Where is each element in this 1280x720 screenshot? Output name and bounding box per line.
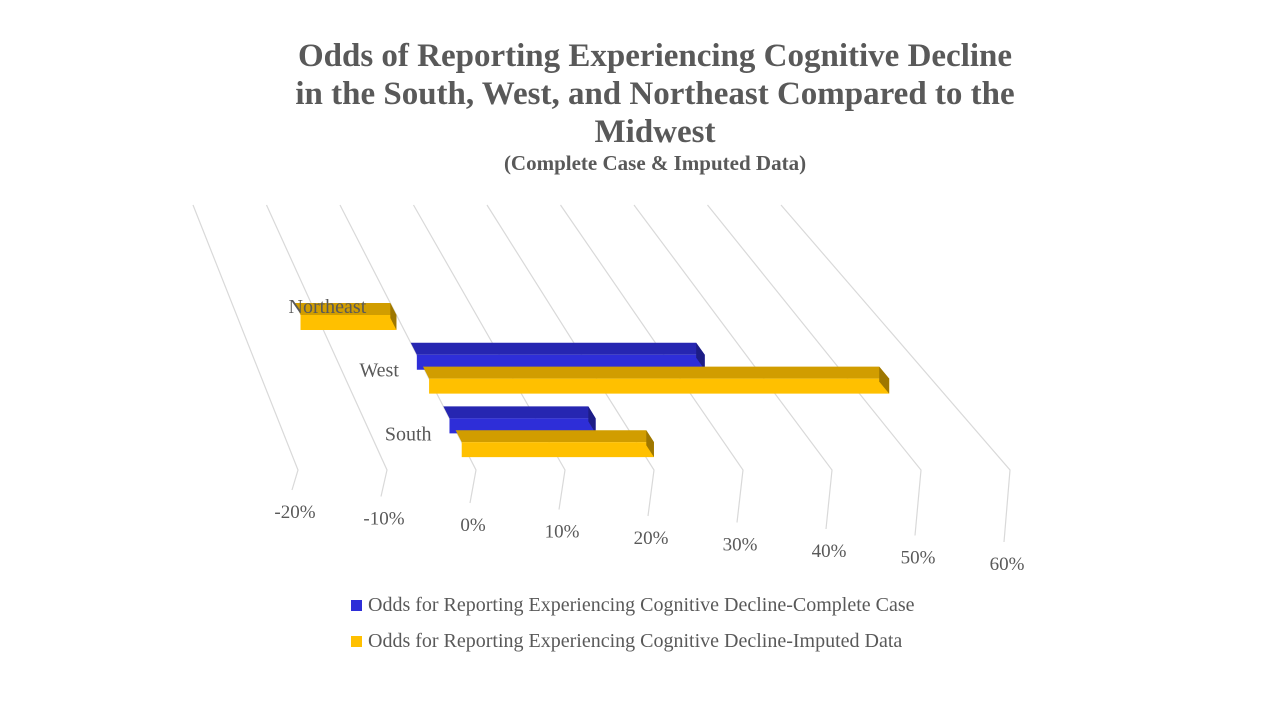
x-tick-label: 50% xyxy=(901,548,936,569)
bar-front-face xyxy=(429,378,890,394)
chart-subtitle: (Complete Case & Imputed Data) xyxy=(504,151,806,175)
bar-west-imputed-data xyxy=(422,366,890,394)
bar-west-complete-case xyxy=(410,342,705,370)
chart-title-line-1: Odds of Reporting Experiencing Cognitive… xyxy=(298,38,1012,74)
bar-south-complete-case xyxy=(443,406,596,434)
x-tick-label: 40% xyxy=(812,541,847,562)
legend: Odds for Reporting Experiencing Cognitiv… xyxy=(351,594,915,652)
bar-front-face xyxy=(461,442,654,458)
x-tick-label: 0% xyxy=(460,515,486,536)
bar-end-face xyxy=(696,342,705,370)
gridline xyxy=(192,204,299,491)
gridline xyxy=(339,204,477,504)
bar-top-face xyxy=(422,366,890,379)
x-tick-label: 20% xyxy=(634,528,669,549)
x-axis-tick-labels: -20% -10% 0% 10% 20% 30% 40% 50% 60% xyxy=(274,502,1024,575)
legend-label: Odds for Reporting Experiencing Cognitiv… xyxy=(368,630,902,652)
x-tick-label: 10% xyxy=(545,522,580,543)
gridline xyxy=(707,204,922,536)
chart-title: Odds of Reporting Experiencing Cognitive… xyxy=(295,38,1014,175)
bar-end-face xyxy=(879,366,890,394)
category-label-south: South xyxy=(385,423,432,445)
bar-front-face xyxy=(449,418,596,434)
gridline xyxy=(486,204,655,517)
gridline xyxy=(560,204,744,523)
x-tick-label: 30% xyxy=(723,535,758,556)
legend-swatch xyxy=(351,636,362,647)
gridline xyxy=(412,204,566,510)
bar-end-face xyxy=(588,406,596,434)
gridline xyxy=(265,204,388,497)
gridline xyxy=(633,204,833,530)
bar-front-face xyxy=(416,354,705,370)
bars xyxy=(295,303,890,458)
legend-swatch xyxy=(351,600,362,611)
legend-label: Odds for Reporting Experiencing Cognitiv… xyxy=(368,594,915,616)
gridlines xyxy=(192,204,1011,543)
bar-top-face xyxy=(410,342,705,355)
x-tick-label: -10% xyxy=(363,509,404,530)
bar-top-face xyxy=(295,303,397,315)
bar-top-face xyxy=(443,406,596,419)
gridline xyxy=(780,204,1011,543)
category-label-northeast: Northeast xyxy=(289,296,367,318)
category-labels: Northeast West South xyxy=(289,296,432,445)
bar-end-face xyxy=(646,430,654,458)
x-tick-label: -20% xyxy=(274,502,315,523)
category-label-west: West xyxy=(359,360,399,382)
bar-south-imputed-data xyxy=(455,430,654,458)
chart-title-line-3: Midwest xyxy=(595,114,716,150)
bar-top-face xyxy=(455,430,654,443)
bar-end-face xyxy=(390,303,397,330)
bar-front-face xyxy=(300,314,397,330)
bar-northeast-imputed-data xyxy=(295,303,397,330)
chart-title-line-2: in the South, West, and Northeast Compar… xyxy=(295,76,1014,112)
x-tick-label: 60% xyxy=(990,554,1025,575)
